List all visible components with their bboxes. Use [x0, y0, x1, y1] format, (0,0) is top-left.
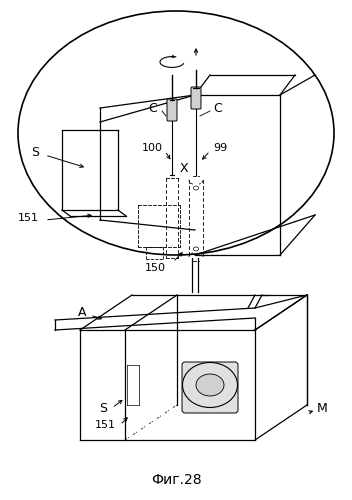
- Text: S: S: [99, 402, 107, 414]
- Text: C: C: [149, 102, 157, 114]
- Text: S: S: [31, 146, 39, 158]
- Text: X: X: [180, 162, 188, 174]
- Text: 100: 100: [142, 143, 163, 153]
- Ellipse shape: [196, 374, 224, 396]
- Text: 99: 99: [213, 143, 227, 153]
- Text: 151: 151: [18, 213, 38, 223]
- Text: C: C: [214, 102, 222, 114]
- Text: Фиг.28: Фиг.28: [151, 474, 201, 488]
- FancyBboxPatch shape: [191, 87, 201, 109]
- Text: 150: 150: [145, 263, 165, 273]
- Text: M: M: [317, 402, 327, 414]
- Text: 151: 151: [94, 420, 115, 430]
- FancyBboxPatch shape: [167, 99, 177, 121]
- FancyBboxPatch shape: [182, 362, 238, 413]
- Ellipse shape: [182, 362, 238, 408]
- Text: A: A: [78, 306, 86, 318]
